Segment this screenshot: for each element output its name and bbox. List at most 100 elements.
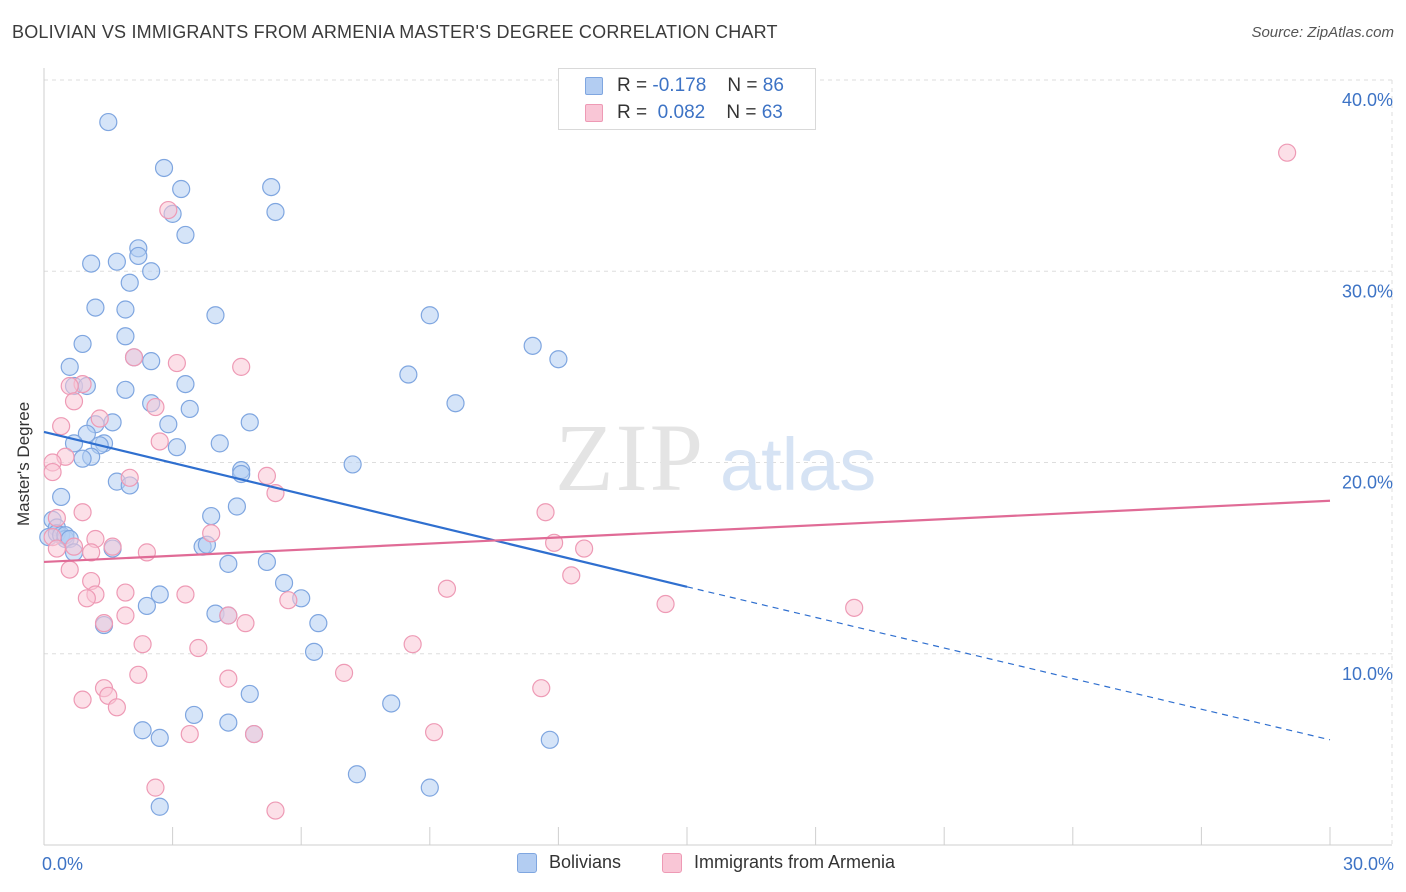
point-bolivians <box>99 112 118 132</box>
point-armenia <box>103 537 122 556</box>
bottom-legend-swatch-bolivians <box>517 853 537 873</box>
legend-r-label: R = <box>617 75 648 96</box>
legend-swatch-bolivians <box>585 77 603 95</box>
point-bolivians <box>382 694 401 713</box>
point-armenia <box>1278 143 1297 162</box>
point-armenia <box>244 724 264 744</box>
point-armenia <box>845 598 864 617</box>
point-bolivians <box>206 306 225 325</box>
legend-r-label: R = <box>617 102 648 123</box>
point-bolivians <box>219 713 238 732</box>
point-bolivians <box>116 327 135 346</box>
point-bolivians <box>172 179 191 199</box>
point-armenia <box>64 537 84 556</box>
point-armenia <box>575 539 594 558</box>
point-armenia <box>536 503 555 522</box>
point-bolivians <box>86 298 105 317</box>
point-bolivians <box>120 273 139 292</box>
point-bolivians <box>274 573 294 593</box>
grid-lines <box>44 79 1393 845</box>
point-bolivians <box>107 252 126 271</box>
point-bolivians <box>347 765 367 784</box>
point-armenia <box>437 579 457 598</box>
point-armenia <box>189 638 208 658</box>
point-bolivians <box>159 415 178 434</box>
point-bolivians <box>219 554 238 573</box>
point-armenia <box>47 539 66 558</box>
point-bolivians <box>540 730 559 749</box>
point-armenia <box>47 508 66 528</box>
y-axis-label: Master's Degree <box>14 401 33 526</box>
point-bolivians <box>73 449 92 468</box>
point-armenia <box>424 723 444 742</box>
legend-n-label: N = <box>726 102 757 123</box>
point-bolivians <box>446 394 465 413</box>
point-bolivians <box>399 365 418 384</box>
point-bolivians <box>142 352 161 371</box>
trend-line-bolivians-extrapolated <box>686 586 1331 741</box>
point-bolivians <box>240 413 259 432</box>
point-bolivians <box>304 642 324 661</box>
point-bolivians <box>150 585 169 604</box>
point-bolivians <box>150 797 169 816</box>
chart-title: BOLIVIAN VS IMMIGRANTS FROM ARMENIA MAST… <box>12 22 778 42</box>
point-armenia <box>120 468 139 487</box>
point-bolivians <box>184 705 204 725</box>
point-armenia <box>77 589 96 608</box>
point-bolivians <box>52 487 71 507</box>
legend-r-value-bolivians: -0.178 <box>652 75 707 96</box>
point-bolivians <box>523 336 542 355</box>
point-bolivians <box>154 158 174 178</box>
point-bolivians <box>167 438 186 457</box>
point-armenia <box>133 635 152 654</box>
point-armenia <box>43 462 62 482</box>
point-armenia <box>266 801 285 820</box>
point-armenia <box>107 698 126 717</box>
point-armenia <box>94 614 114 633</box>
point-armenia <box>236 614 255 633</box>
point-armenia <box>159 200 178 220</box>
point-bolivians <box>82 254 101 273</box>
axes <box>43 68 1392 846</box>
point-armenia <box>73 690 92 709</box>
point-armenia <box>180 724 199 744</box>
point-armenia <box>532 679 551 698</box>
point-armenia <box>219 669 238 688</box>
point-bolivians <box>129 246 148 266</box>
point-bolivians <box>60 357 79 376</box>
point-armenia <box>150 432 169 451</box>
point-armenia <box>82 543 101 562</box>
point-bolivians <box>176 374 195 394</box>
watermark: ZIP atlas <box>555 404 876 511</box>
point-bolivians <box>309 614 328 633</box>
point-bolivians <box>202 506 221 526</box>
point-armenia <box>562 566 581 585</box>
point-bolivians <box>116 380 135 399</box>
point-armenia <box>403 635 422 654</box>
point-armenia <box>232 357 251 376</box>
point-bolivians <box>266 202 285 222</box>
watermark-atlas: atlas <box>720 423 876 506</box>
legend-swatch-armenia <box>585 104 603 122</box>
data-points <box>39 112 1297 820</box>
point-armenia <box>116 583 135 602</box>
point-bolivians <box>262 178 281 197</box>
point-bolivians <box>420 778 439 797</box>
point-armenia <box>124 348 144 367</box>
point-bolivians <box>549 350 568 369</box>
point-bolivians <box>73 334 92 354</box>
point-armenia <box>60 560 79 579</box>
point-armenia <box>167 353 186 373</box>
y-tick-label: 30.0% <box>1342 281 1393 301</box>
trend-line-bolivians <box>43 430 688 588</box>
point-armenia <box>146 397 165 417</box>
bottom-legend-label-armenia: Immigrants from Armenia <box>694 852 896 872</box>
x-tick-label: 0.0% <box>42 854 83 874</box>
point-armenia <box>60 376 79 396</box>
point-armenia <box>90 409 109 428</box>
point-armenia <box>257 466 277 485</box>
watermark-zip: ZIP <box>555 404 705 511</box>
point-bolivians <box>240 684 259 704</box>
point-armenia <box>129 665 148 684</box>
